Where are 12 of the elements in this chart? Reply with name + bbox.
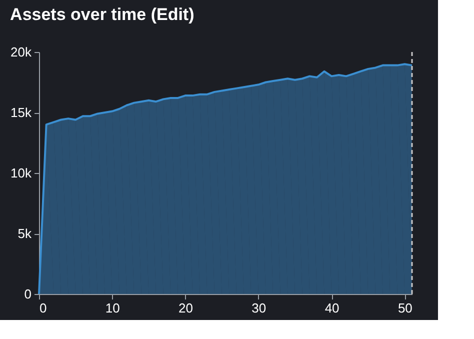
y-tick-label: 10k [10, 166, 32, 180]
y-tick-label: 5k [18, 226, 32, 241]
x-tick-label: 30 [252, 300, 266, 316]
y-tick-label: 15k [10, 105, 32, 120]
x-tick-label: 40 [324, 300, 340, 316]
x-tick-label: 10 [105, 300, 120, 316]
x-tick-label: 0 [40, 300, 47, 316]
y-tick-label: 0 [24, 286, 32, 302]
y-tick-label: 20k [10, 44, 32, 60]
x-tick-label: 50 [398, 300, 412, 316]
x-tick-label: 20 [178, 300, 194, 316]
chart-title: Assets over time (Edit) [10, 5, 194, 24]
